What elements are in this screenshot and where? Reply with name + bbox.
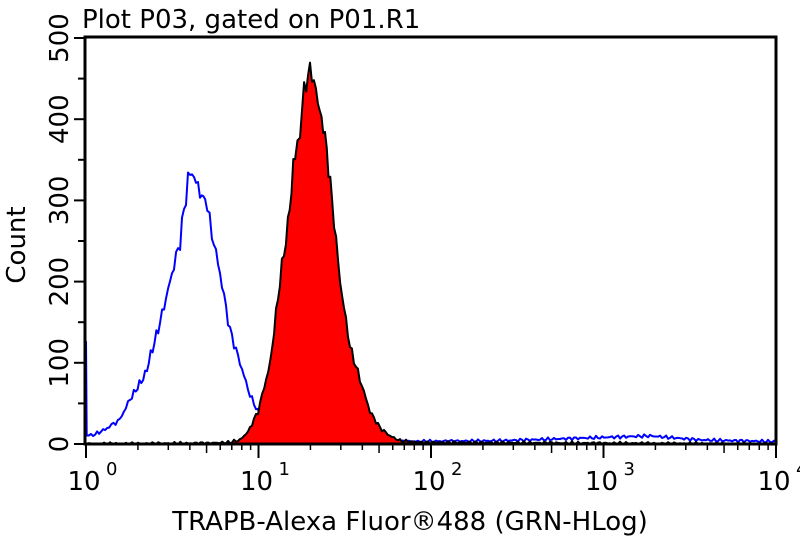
plot-frame	[83, 35, 778, 446]
chart-title: Plot P03, gated on P01.R1	[82, 5, 420, 35]
x-tick-exponent: 4	[796, 459, 800, 480]
y-tick-label: 0	[45, 436, 75, 453]
x-axis-label: TRAPB-Alexa Fluor®488 (GRN-HLog)	[171, 507, 648, 537]
x-tick-label: 10 0	[67, 459, 117, 497]
series-0-histogram	[85, 171, 777, 445]
x-tick-label: 10 4	[757, 459, 800, 497]
x-axis: 10 0 10 1 10 2 10 3 10 4	[67, 444, 800, 497]
x-tick-exponent: 0	[106, 459, 117, 480]
x-tick-exponent: 1	[279, 459, 290, 480]
x-tick-exponent: 3	[624, 459, 635, 480]
plot-area	[85, 61, 777, 445]
x-tick-label: 10 1	[240, 459, 290, 497]
x-tick-base: 10	[412, 467, 445, 497]
x-tick-exponent: 2	[451, 459, 462, 480]
x-tick-label: 10 2	[412, 459, 462, 497]
y-axis-label: Count	[2, 206, 32, 283]
y-tick-label: 500	[45, 13, 75, 63]
x-tick-base: 10	[757, 467, 790, 497]
y-axis: 0 100 200 300 400 500	[45, 13, 85, 452]
series-1-histogram	[85, 61, 777, 445]
y-tick-label: 100	[45, 338, 75, 388]
x-tick-base: 10	[585, 467, 618, 497]
y-tick-label: 400	[45, 94, 75, 144]
x-tick-label: 10 3	[585, 459, 635, 497]
x-tick-base: 10	[67, 467, 100, 497]
y-tick-label: 200	[45, 257, 75, 307]
x-tick-base: 10	[240, 467, 273, 497]
y-tick-label: 300	[45, 176, 75, 226]
